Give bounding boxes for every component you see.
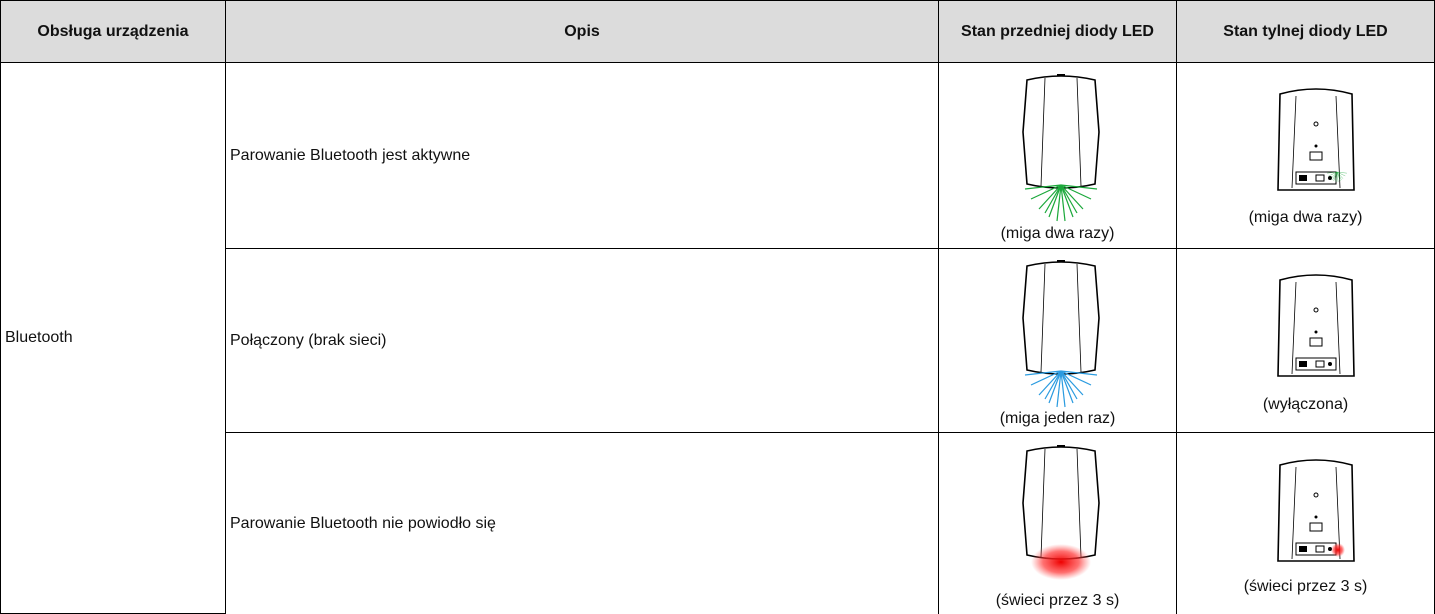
rear-caption: (świeci przez 3 s) xyxy=(1243,578,1368,595)
rear-caption: (miga dwa razy) xyxy=(1248,209,1363,226)
front-speaker xyxy=(1023,260,1099,374)
rear-caption: (wyłączona) xyxy=(1262,396,1349,413)
front-speaker xyxy=(1023,74,1099,188)
led-glow xyxy=(1025,185,1097,221)
led-glow xyxy=(1025,371,1097,407)
front-speaker xyxy=(1023,445,1099,559)
front-caption: (świeci przez 3 s) xyxy=(995,592,1120,609)
led-glow xyxy=(1331,543,1345,557)
rear-speaker xyxy=(1278,275,1354,376)
front-caption: (miga jeden raz) xyxy=(999,410,1116,427)
header-cell: Stan przedniej diody LED xyxy=(938,0,1177,63)
led-glow xyxy=(1031,544,1091,580)
front-caption: (miga dwa razy) xyxy=(1000,225,1115,242)
header-cell: Obsługa urządzenia xyxy=(0,0,226,63)
rear-speaker xyxy=(1278,89,1354,190)
